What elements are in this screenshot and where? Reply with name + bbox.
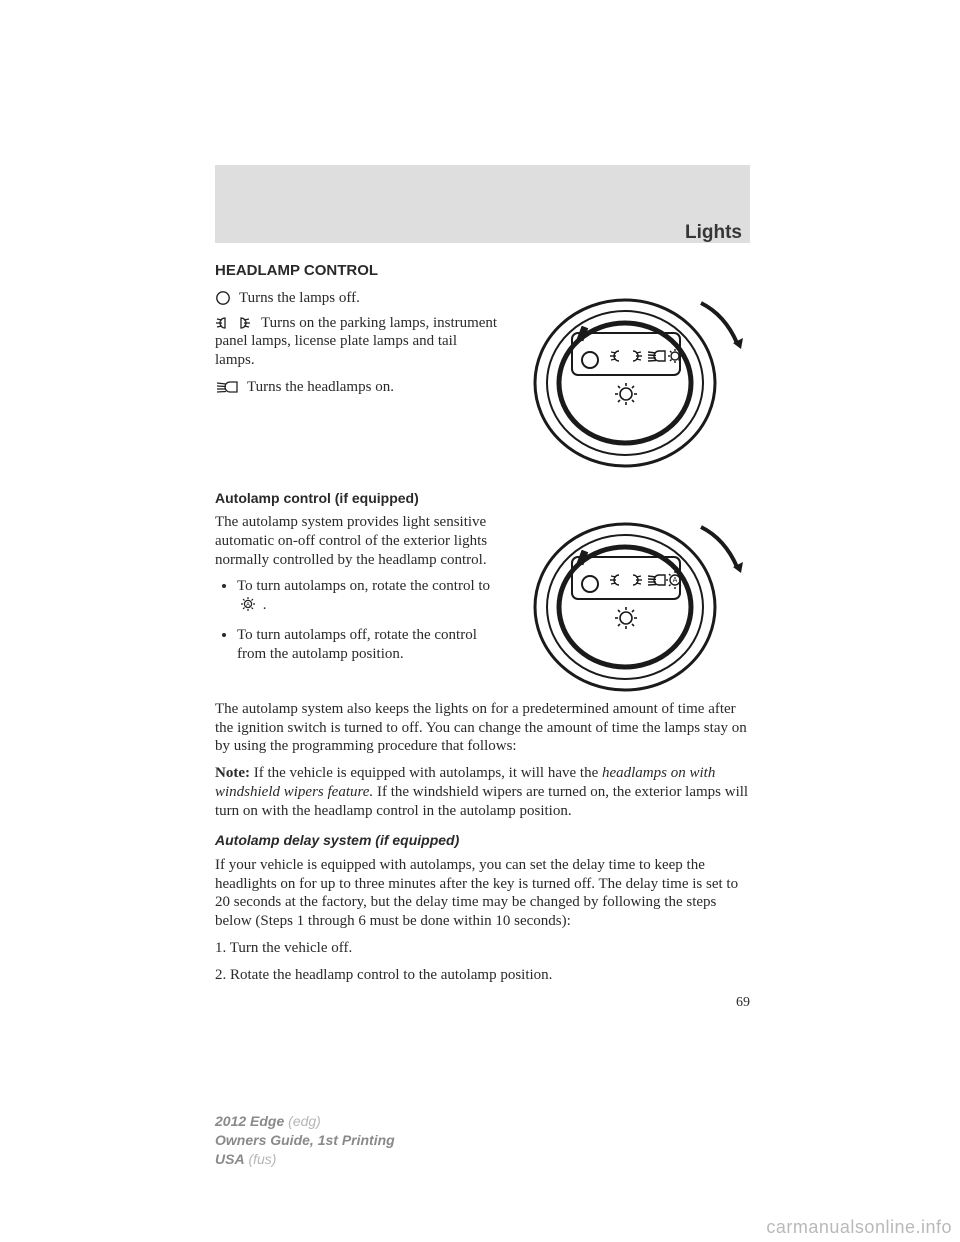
note-pre: If the vehicle is equipped with autolamp… [250, 765, 602, 781]
autolamp-dial-figure: A [515, 513, 750, 700]
autolamp-keeps: The autolamp system also keeps the light… [215, 700, 750, 756]
page-content: HEADLAMP CONTROL Turns the lamps off. [215, 262, 750, 1012]
autolamp-title: Autolamp control (if equipped) [215, 490, 750, 508]
note-label: Note: [215, 765, 250, 781]
headlamps-on-line: Turns the headlamps on. [215, 378, 500, 397]
headlamp-title: HEADLAMP CONTROL [215, 262, 750, 281]
delay-step1: 1. Turn the vehicle off. [215, 939, 750, 958]
autolamp-row: The autolamp system provides light sensi… [215, 513, 750, 700]
footer-usa: USA [215, 1151, 245, 1167]
autolamp-sun-a-icon: A [239, 596, 257, 618]
footer-model: 2012 Edge [215, 1113, 284, 1129]
autolamp-note: Note: If the vehicle is equipped with au… [215, 764, 750, 820]
footer: 2012 Edge (edg) Owners Guide, 1st Printi… [215, 1112, 395, 1169]
delay-title: Autolamp delay system (if equipped) [215, 832, 750, 850]
parking-lamps-text: Turns on the parking lamps, instrument p… [215, 315, 497, 369]
page-number: 69 [215, 994, 750, 1012]
delay-step2: 2. Rotate the headlamp control to the au… [215, 966, 750, 985]
header-gray-block [215, 165, 750, 243]
parking-lamps-line: Turns on the parking lamps, instrument p… [215, 314, 500, 370]
autolamp-on-bullet: To turn autolamps on, rotate the control… [237, 577, 510, 618]
footer-fus: (fus) [248, 1151, 276, 1167]
parking-lamps-icon [215, 316, 251, 330]
footer-line1: 2012 Edge (edg) [215, 1112, 395, 1131]
headlamp-row: Turns the lamps off. Turns on the parkin… [215, 289, 750, 476]
section-title: Lights [685, 222, 742, 244]
lamps-off-text: Turns the lamps off. [239, 289, 360, 308]
lamps-off-line: Turns the lamps off. [215, 289, 500, 308]
autolamp-text-column: The autolamp system provides light sensi… [215, 513, 510, 671]
footer-edg: (edg) [288, 1113, 321, 1129]
svg-text:A: A [673, 577, 678, 584]
footer-guide: Owners Guide, 1st Printing [215, 1131, 395, 1150]
autolamp-on-pre: To turn autolamps on, rotate the control… [237, 578, 490, 594]
delay-body: If your vehicle is equipped with autolam… [215, 856, 750, 931]
headlamps-on-icon [215, 380, 239, 394]
circle-off-icon [215, 290, 231, 306]
footer-line3: USA (fus) [215, 1150, 395, 1169]
headlamp-text-column: Turns the lamps off. Turns on the parkin… [215, 289, 500, 403]
svg-text:A: A [246, 603, 250, 609]
autolamp-intro: The autolamp system provides light sensi… [215, 513, 510, 569]
headlamps-on-text: Turns the headlamps on. [247, 378, 394, 397]
autolamp-on-post: . [259, 597, 267, 613]
autolamp-bullets: To turn autolamps on, rotate the control… [215, 577, 510, 663]
autolamp-off-bullet: To turn autolamps off, rotate the contro… [237, 626, 510, 664]
watermark: carmanualsonline.info [766, 1217, 952, 1238]
headlamp-dial-figure [515, 289, 750, 476]
